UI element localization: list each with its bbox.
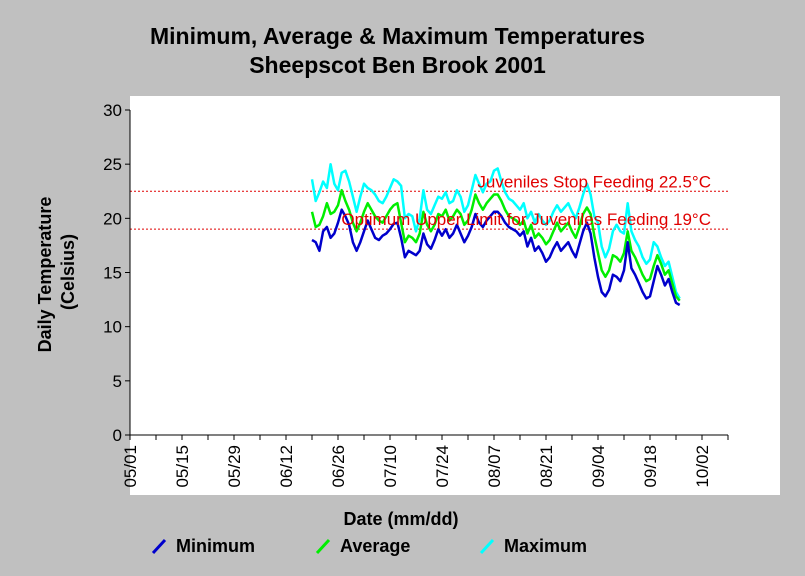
legend-swatch-minimum xyxy=(151,538,167,555)
chart-title: Minimum, Average & Maximum Temperatures … xyxy=(0,22,795,80)
chart-canvas: Juveniles Stop Feeding 22.5°C Optimum Upp… xyxy=(35,96,780,529)
x-tick-label: 08/07 xyxy=(485,445,504,488)
legend-item-maximum: Maximum xyxy=(478,534,587,558)
x-tick-label: 06/26 xyxy=(329,445,348,488)
legend-swatch-maximum xyxy=(479,538,495,555)
legend-item-minimum: Minimum xyxy=(150,534,255,558)
y-axis-title-line-2: (Celsius) xyxy=(58,234,78,310)
legend-label-maximum: Maximum xyxy=(504,535,588,556)
y-axis-title-line-1: Daily Temperature xyxy=(35,197,55,353)
reference-line-label-2: Optimum Upper Limit for Juveniles Feedin… xyxy=(341,210,711,229)
axes: 0 5 10 15 20 25 30 05/01 05/15 05/29 06/12 06/26 07/… xyxy=(103,101,729,488)
y-tick-label: 10 xyxy=(103,318,122,337)
series-line-minimum xyxy=(311,208,681,307)
plot-area xyxy=(130,96,780,495)
x-tick-label: 07/24 xyxy=(433,445,452,488)
x-tick-label: 09/18 xyxy=(641,445,660,488)
legend-label-average: Average xyxy=(340,535,411,556)
x-tick-label: 07/10 xyxy=(381,445,400,488)
x-tick-label: 06/12 xyxy=(277,445,296,488)
x-tick-label: 10/02 xyxy=(693,445,712,488)
chart-subtitle: Sheepscot Ben Brook 2001 xyxy=(249,52,546,78)
reference-labels: Juveniles Stop Feeding 22.5°C Optimum Upp… xyxy=(341,172,711,229)
series-lines xyxy=(310,162,681,307)
y-tick-label: 0 xyxy=(113,426,122,445)
legend-swatch-average xyxy=(315,538,331,555)
y-tick-label: 15 xyxy=(103,264,122,283)
legend-label-minimum: Minimum xyxy=(176,535,255,556)
y-tick-label: 30 xyxy=(103,101,122,120)
y-axis-title: Daily Temperature (Celsius) xyxy=(35,192,78,353)
y-tick-label: 25 xyxy=(103,155,122,174)
series-line-average xyxy=(310,188,681,302)
y-tick-label: 20 xyxy=(103,209,122,228)
legend-swatch-line xyxy=(479,538,495,555)
reference-line-label-1: Juveniles Stop Feeding 22.5°C xyxy=(477,172,711,191)
legend-item-average: Average xyxy=(314,534,410,558)
x-tick-label: 05/01 xyxy=(121,445,140,488)
legend: Minimum Average Maximum xyxy=(0,534,805,558)
y-tick-label: 5 xyxy=(113,372,122,391)
x-tick-label: 08/21 xyxy=(537,445,556,488)
x-axis-title: Date (mm/dd) xyxy=(343,509,458,529)
legend-swatch-line xyxy=(315,538,331,555)
x-tick-label: 09/04 xyxy=(589,445,608,488)
chart-title-line-1: Minimum, Average & Maximum Temperatures xyxy=(149,23,646,49)
x-tick-label: 05/29 xyxy=(225,445,244,488)
x-tick-label: 05/15 xyxy=(173,445,192,488)
series-line-maximum xyxy=(310,162,681,300)
legend-swatch-line xyxy=(151,538,167,555)
